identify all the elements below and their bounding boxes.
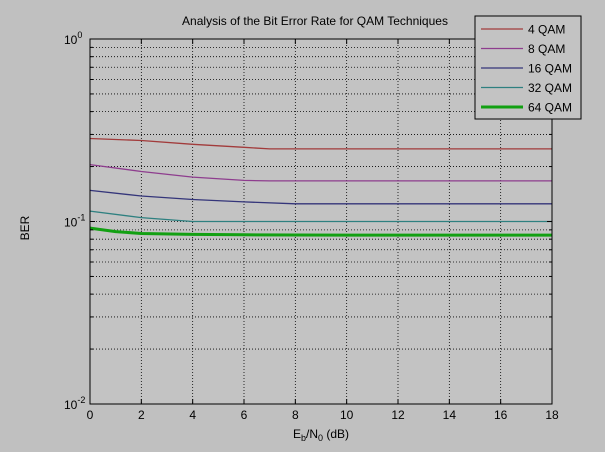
legend-label: 64 QAM	[528, 101, 572, 115]
y-tick-label: 10-1	[64, 213, 85, 230]
x-tick-label: 4	[189, 408, 196, 422]
x-tick-label: 10	[340, 408, 354, 422]
chart-title: Analysis of the Bit Error Rate for QAM T…	[182, 14, 448, 28]
x-axis-label-unit: (dB)	[323, 427, 349, 441]
y-tick-label: 100	[64, 30, 82, 47]
legend-label: 32 QAM	[528, 81, 572, 95]
x-axis-label-sub1: b	[301, 433, 306, 443]
x-tick-label: 16	[494, 408, 508, 422]
x-axis-label: Eb/N0 (dB)	[293, 427, 349, 443]
series-line	[89, 163, 552, 182]
series-line	[89, 137, 552, 150]
x-tick-label: 0	[87, 408, 94, 422]
legend: 4 QAM 8 QAM 16 QAM 32 QAM 64 QAM	[474, 15, 582, 120]
x-tick-label: 12	[391, 408, 405, 422]
legend-label: 4 QAM	[528, 23, 565, 37]
axis-ticks	[89, 39, 553, 405]
x-tick-label: 2	[138, 408, 145, 422]
x-tick-label: 8	[292, 408, 299, 422]
legend-label: 16 QAM	[528, 62, 572, 76]
x-tick-label: 6	[241, 408, 248, 422]
x-axis-label-main: E	[293, 427, 301, 441]
x-tick-label: 14	[443, 408, 457, 422]
x-tick-label: 18	[545, 408, 559, 422]
series-line	[89, 226, 552, 237]
x-axis-label-mid: /N	[306, 427, 318, 441]
series-lines	[89, 137, 552, 237]
series-line	[89, 210, 552, 223]
x-axis-label-sub2: 0	[318, 433, 323, 443]
axis-tick-labels: 0 2 4 6 8 10 12 14 16 18 100 10-1 10-2	[64, 30, 559, 422]
series-line	[89, 189, 552, 205]
legend-label: 8 QAM	[528, 42, 565, 56]
y-tick-label: 10-2	[64, 395, 85, 412]
y-axis-label: BER	[18, 215, 32, 240]
